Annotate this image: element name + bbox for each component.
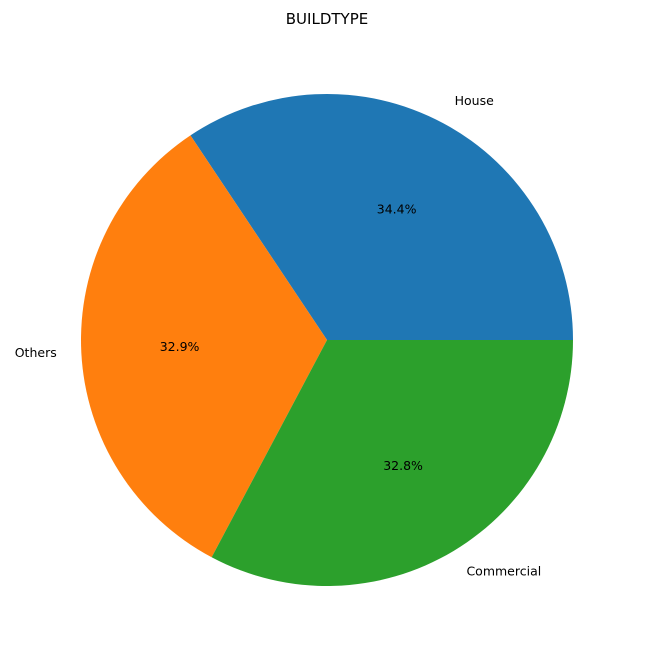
pie-labels: House 34.4% Others 32.9% Commercial 32.8% [15, 93, 541, 579]
pie-slice-others [81, 135, 328, 558]
slice-percent-house: 34.4% [377, 201, 417, 216]
pie-slice-commercial [211, 340, 573, 586]
slice-label-commercial: Commercial [466, 563, 541, 578]
pie-slices [81, 93, 573, 586]
slice-label-others: Others [15, 345, 57, 360]
pie-slice-house [190, 93, 573, 340]
slice-label-house: House [455, 93, 494, 108]
slice-percent-commercial: 32.8% [383, 458, 423, 473]
chart-title: BUILDTYPE [286, 10, 368, 28]
slice-percent-others: 32.9% [160, 339, 200, 354]
